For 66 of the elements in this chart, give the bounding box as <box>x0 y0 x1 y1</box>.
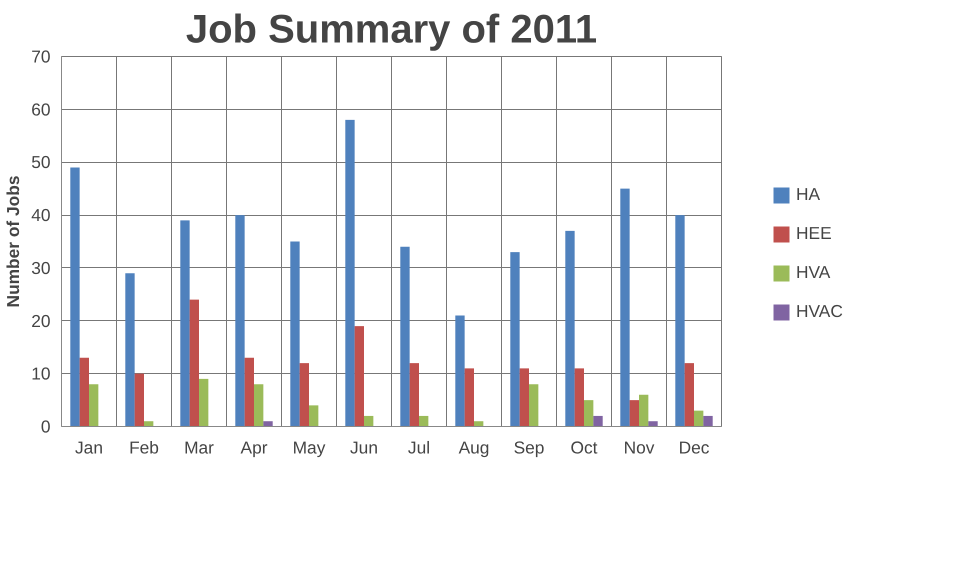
bar <box>510 252 520 426</box>
x-tick-label: Apr <box>240 438 268 458</box>
bar <box>190 300 199 426</box>
bar <box>400 246 410 426</box>
y-tick-label: 20 <box>31 310 51 331</box>
x-tick-label: Jan <box>75 438 103 458</box>
bar <box>639 394 648 426</box>
y-tick-label: 10 <box>31 364 51 384</box>
x-tick-label: Aug <box>458 438 490 458</box>
bar <box>309 405 318 426</box>
y-tick-label: 60 <box>31 99 51 120</box>
bar <box>134 374 144 426</box>
x-tick-label: Dec <box>678 438 710 458</box>
bar <box>630 400 639 426</box>
bar <box>354 326 364 426</box>
bar <box>244 358 254 426</box>
bar <box>520 368 529 426</box>
y-axis-title: Number of Jobs <box>3 176 24 308</box>
bar <box>593 416 603 426</box>
bar <box>410 363 419 426</box>
y-tick-label: 30 <box>31 258 51 278</box>
bar <box>419 416 428 426</box>
bar <box>263 421 273 426</box>
bar <box>648 421 658 426</box>
bar <box>254 384 264 426</box>
legend-label: HVAC <box>796 301 843 322</box>
x-tick-label: Feb <box>129 438 159 458</box>
bar <box>89 384 98 426</box>
x-tick-label: Nov <box>624 438 655 458</box>
bar <box>455 316 465 426</box>
y-tick-label: 40 <box>31 205 51 226</box>
x-tick-label: Oct <box>570 438 598 458</box>
bar <box>345 120 355 426</box>
y-tick-label: 50 <box>31 152 51 172</box>
bar <box>364 416 374 426</box>
bar <box>235 215 245 426</box>
x-tick-label: Sep <box>514 438 544 458</box>
bar <box>474 421 484 426</box>
bar <box>144 421 154 426</box>
bar <box>684 363 694 426</box>
bar <box>464 368 474 426</box>
x-tick-label: Jun <box>350 438 378 458</box>
chart-title: Job Summary of 2011 <box>186 8 598 52</box>
bar <box>180 220 190 426</box>
bar <box>290 242 300 426</box>
x-tick-label: Mar <box>184 438 214 458</box>
bar <box>620 188 630 426</box>
x-tick-label: Jul <box>408 438 430 458</box>
bar <box>584 400 594 426</box>
legend-label: HVA <box>796 262 830 283</box>
bar <box>80 358 89 426</box>
bar <box>675 215 685 426</box>
legend-label: HEE <box>796 223 832 244</box>
bar <box>694 410 704 426</box>
x-tick-label: May <box>292 438 326 458</box>
bar <box>565 230 575 426</box>
bar <box>125 273 135 426</box>
bar <box>703 416 713 426</box>
legend-label: HA <box>796 184 820 205</box>
bar <box>300 363 309 426</box>
bar <box>529 384 538 426</box>
bar <box>199 378 208 426</box>
y-tick-label: 70 <box>31 46 51 66</box>
bar <box>70 168 80 426</box>
bar <box>574 368 584 426</box>
y-tick-label: 0 <box>40 416 51 436</box>
